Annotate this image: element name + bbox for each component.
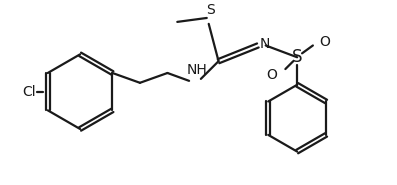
Text: S: S (292, 48, 303, 66)
Text: NH: NH (187, 63, 208, 77)
Text: O: O (267, 68, 278, 82)
Text: S: S (206, 3, 215, 17)
Text: N: N (260, 36, 270, 51)
Text: Cl: Cl (22, 85, 36, 99)
Text: O: O (319, 35, 330, 48)
